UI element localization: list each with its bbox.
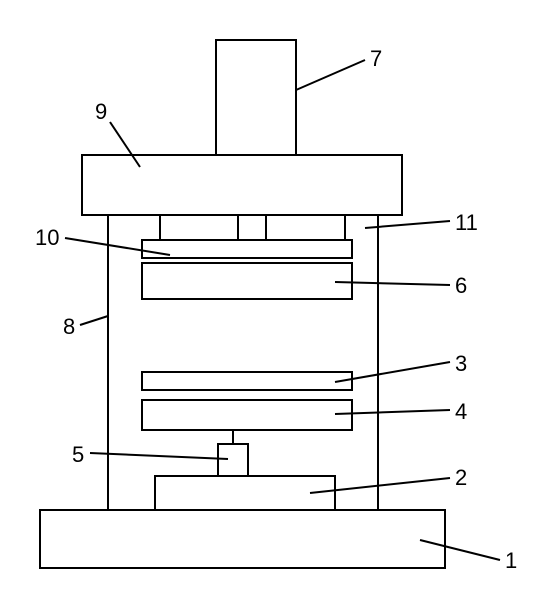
- label-8: 8: [63, 314, 75, 340]
- lead-8: [80, 316, 108, 325]
- header-beam: [82, 155, 402, 215]
- label-4: 4: [455, 399, 467, 425]
- pad-plate: [155, 476, 335, 510]
- piston-block: [216, 40, 296, 155]
- upper-plate: [142, 240, 352, 258]
- upper-table: [142, 263, 352, 299]
- cylinder-block: [218, 444, 248, 476]
- lead-2: [310, 478, 450, 493]
- lead-9: [110, 122, 140, 167]
- base-plate: [40, 510, 445, 568]
- label-2: 2: [455, 465, 467, 491]
- label-6: 6: [455, 273, 467, 299]
- label-1: 1: [505, 548, 517, 574]
- lower-plate: [142, 400, 352, 430]
- lead-1: [420, 540, 500, 560]
- label-9: 9: [95, 99, 107, 125]
- label-11: 11: [455, 210, 478, 236]
- lead-7: [296, 60, 365, 90]
- lower-table: [142, 372, 352, 390]
- label-7: 7: [370, 46, 382, 72]
- label-10: 10: [35, 225, 59, 251]
- label-3: 3: [455, 351, 467, 377]
- mechanical-diagram: [0, 0, 549, 600]
- label-5: 5: [72, 442, 84, 468]
- lead-5: [90, 453, 228, 459]
